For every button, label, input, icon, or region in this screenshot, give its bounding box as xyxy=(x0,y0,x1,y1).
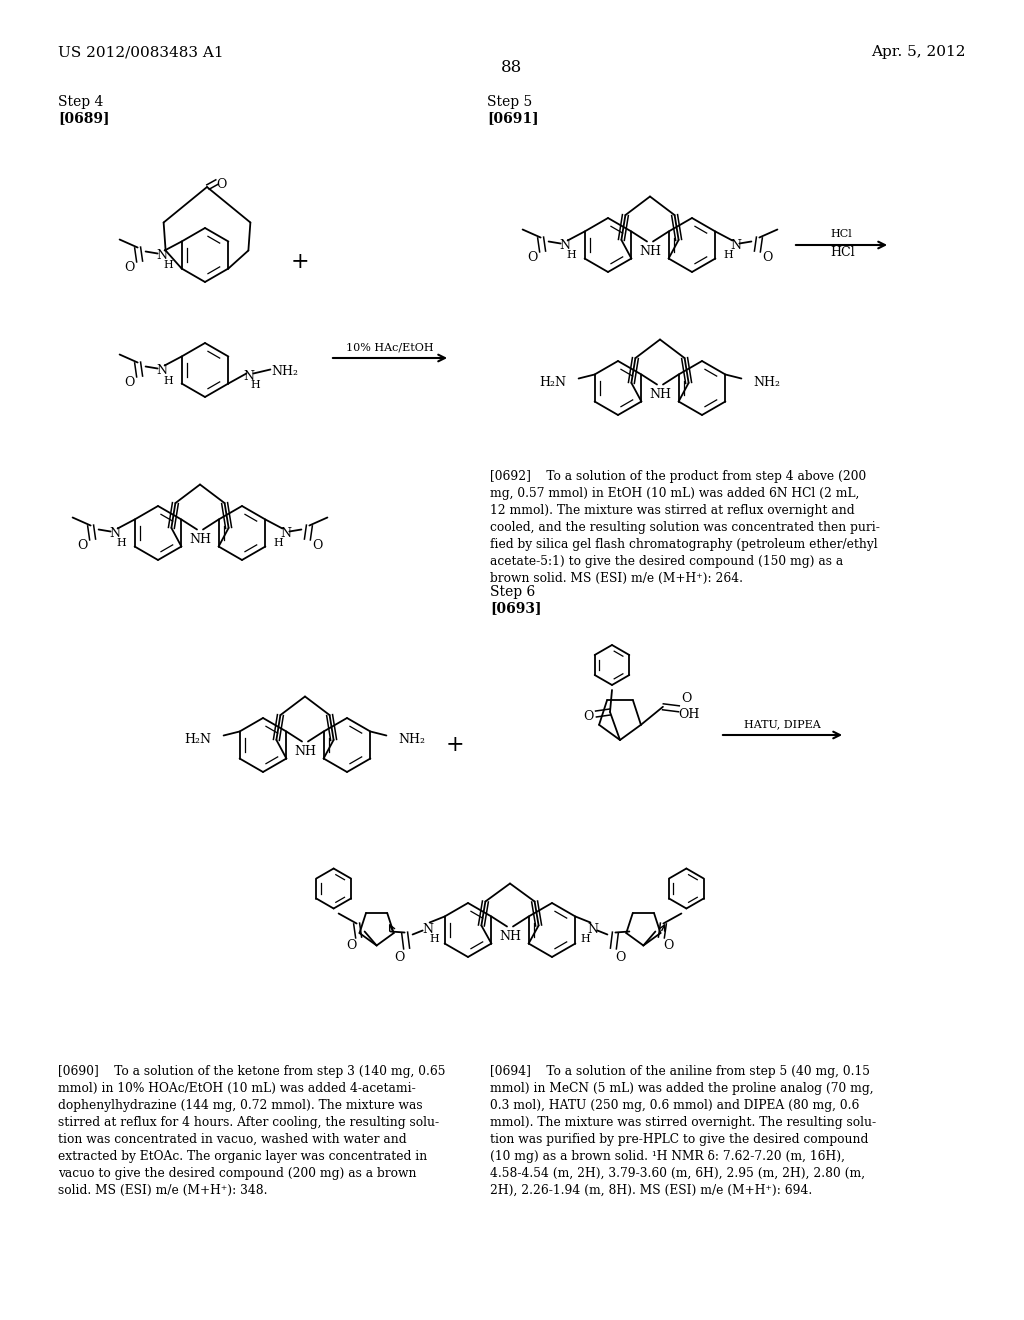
Text: 10% HAc/EtOH: 10% HAc/EtOH xyxy=(346,342,434,352)
Text: N: N xyxy=(280,527,291,540)
Text: H₂N: H₂N xyxy=(184,733,212,746)
Text: [0693]: [0693] xyxy=(490,601,542,615)
Text: NH₂: NH₂ xyxy=(271,366,298,378)
Text: N: N xyxy=(110,527,120,540)
Text: HCl: HCl xyxy=(830,228,852,239)
Text: N: N xyxy=(422,923,433,936)
Text: 88: 88 xyxy=(502,59,522,77)
Text: [0691]: [0691] xyxy=(487,111,539,125)
Text: N: N xyxy=(587,923,598,936)
Text: HCl: HCl xyxy=(830,247,855,260)
Text: NH₂: NH₂ xyxy=(754,376,780,389)
Text: NH₂: NH₂ xyxy=(398,733,425,746)
Text: NH: NH xyxy=(639,246,662,257)
Text: O: O xyxy=(615,950,626,964)
Text: N: N xyxy=(156,364,167,378)
Text: O: O xyxy=(394,950,404,964)
Text: NH: NH xyxy=(189,533,211,546)
Text: +: + xyxy=(291,251,309,273)
Text: H: H xyxy=(273,539,284,549)
Text: OH: OH xyxy=(678,709,699,721)
Text: H: H xyxy=(430,935,439,945)
Text: O: O xyxy=(527,251,538,264)
Text: O: O xyxy=(216,177,226,190)
Text: H₂N: H₂N xyxy=(540,376,566,389)
Text: H: H xyxy=(251,380,260,391)
Text: [0692]    To a solution of the product from step 4 above (200
mg, 0.57 mmol) in : [0692] To a solution of the product from… xyxy=(490,470,880,585)
Text: Step 5: Step 5 xyxy=(487,95,532,110)
Text: Step 4: Step 4 xyxy=(58,95,103,110)
Text: O: O xyxy=(312,539,323,552)
Text: N: N xyxy=(243,370,254,383)
Text: O: O xyxy=(78,539,88,552)
Text: O: O xyxy=(682,692,692,705)
Text: O: O xyxy=(583,710,593,723)
Text: [0689]: [0689] xyxy=(58,111,110,125)
Text: +: + xyxy=(445,734,464,756)
Text: [0694]    To a solution of the aniline from step 5 (40 mg, 0.15
mmol) in MeCN (5: [0694] To a solution of the aniline from… xyxy=(490,1065,877,1197)
Text: O: O xyxy=(125,376,135,389)
Text: Apr. 5, 2012: Apr. 5, 2012 xyxy=(871,45,966,59)
Text: Step 6: Step 6 xyxy=(490,585,536,599)
Text: US 2012/0083483 A1: US 2012/0083483 A1 xyxy=(58,45,223,59)
Text: HATU, DIPEA: HATU, DIPEA xyxy=(744,719,821,729)
Text: H: H xyxy=(566,251,577,260)
Text: O: O xyxy=(762,251,772,264)
Text: O: O xyxy=(664,939,674,952)
Text: H: H xyxy=(164,375,173,385)
Text: H: H xyxy=(724,251,733,260)
Text: H: H xyxy=(117,539,127,549)
Text: [0690]    To a solution of the ketone from step 3 (140 mg, 0.65
mmol) in 10% HOA: [0690] To a solution of the ketone from … xyxy=(58,1065,445,1197)
Text: NH: NH xyxy=(294,744,316,758)
Text: N: N xyxy=(156,249,167,261)
Text: H: H xyxy=(581,935,590,945)
Text: H: H xyxy=(164,260,173,271)
Text: N: N xyxy=(559,239,570,252)
Text: N: N xyxy=(730,239,741,252)
Text: NH: NH xyxy=(649,388,671,401)
Text: O: O xyxy=(346,939,356,952)
Text: O: O xyxy=(125,261,135,275)
Text: NH: NH xyxy=(499,931,521,942)
